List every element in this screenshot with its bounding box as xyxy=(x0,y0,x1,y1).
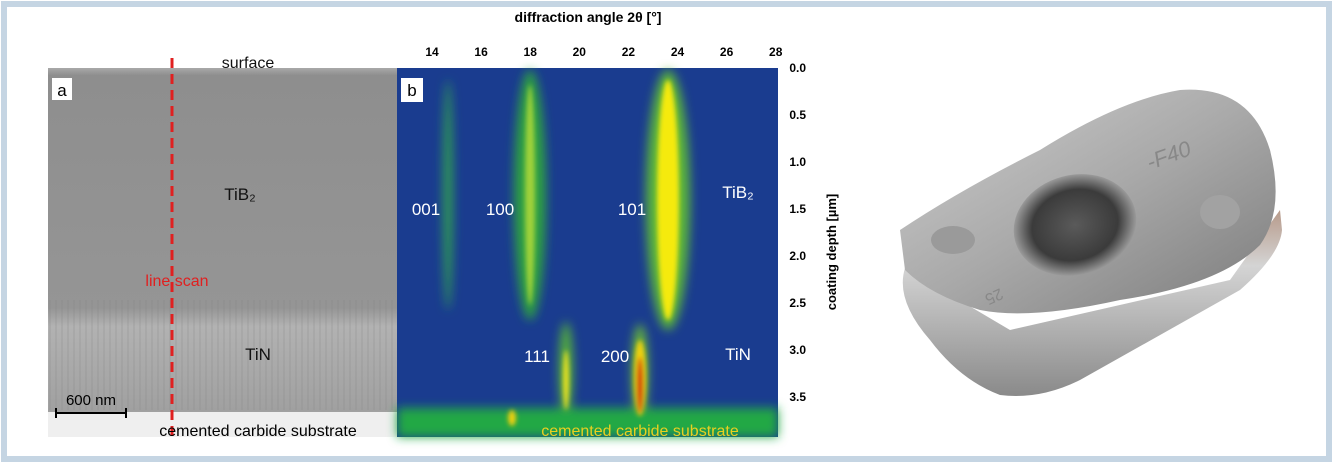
panel-b: b diffraction angle 2θ [°] coating depth… xyxy=(397,9,839,440)
insert-photo: -F40 25 xyxy=(900,89,1282,396)
scale-bar-label: 600 nm xyxy=(66,392,116,409)
x-tick-label: 20 xyxy=(573,45,587,59)
x-tick-label: 22 xyxy=(622,45,636,59)
label-box xyxy=(52,78,72,100)
peak-label: 111 xyxy=(524,347,550,366)
y-axis-title: coating depth [µm] xyxy=(824,194,839,311)
peak-label: 100 xyxy=(486,200,514,219)
x-tick-label: 26 xyxy=(720,45,734,59)
y-tick-label: 0.0 xyxy=(789,61,806,75)
panel-label: b xyxy=(407,81,416,100)
x-tick-label: 24 xyxy=(671,45,685,59)
line-scan-label: line scan xyxy=(145,273,208,290)
y-tick-label: 1.5 xyxy=(789,202,806,216)
layer-label: TiB₂ xyxy=(224,185,255,204)
peak-label: 200 xyxy=(601,347,629,366)
insert-hole xyxy=(1013,174,1137,276)
substrate-label: cemented carbide substrate xyxy=(541,423,739,440)
x-axis-title: diffraction angle 2θ [°] xyxy=(515,9,662,25)
x-tick-label: 18 xyxy=(524,45,538,59)
intensity-core xyxy=(508,80,679,426)
panel-a: surface a TiB₂ line scan TiN 600 nm ceme… xyxy=(48,55,397,440)
insert-side xyxy=(902,210,1282,396)
y-tick-label: 3.0 xyxy=(789,343,806,357)
y-tick-label: 2.0 xyxy=(789,249,806,263)
y-tick-label: 0.5 xyxy=(789,108,806,122)
label-box xyxy=(401,78,423,102)
y-tick-label: 2.5 xyxy=(789,296,806,310)
x-tick-label: 16 xyxy=(474,45,488,59)
substrate-label: cemented carbide substrate xyxy=(159,423,357,440)
insert-marking: 25 xyxy=(982,284,1005,307)
sem-texture xyxy=(48,300,397,410)
y-tick-label: 1.0 xyxy=(789,155,806,169)
layer-label: TiN xyxy=(245,345,271,364)
insert-dimple xyxy=(931,226,975,254)
y-tick-label: 3.5 xyxy=(789,390,806,404)
substrate-region xyxy=(48,412,397,437)
peak-label: 001 xyxy=(412,200,440,219)
heatmap xyxy=(397,68,778,437)
x-tick-label: 28 xyxy=(769,45,783,59)
insert-dimple xyxy=(1200,195,1240,229)
layer-label: TiN xyxy=(725,345,751,364)
peak-label: 101 xyxy=(618,200,646,219)
panel-label: a xyxy=(57,81,67,100)
surface-label: surface xyxy=(222,55,275,72)
layer-label: TiB₂ xyxy=(722,183,753,202)
scale-bar xyxy=(55,408,127,418)
x-tick-label: 14 xyxy=(425,45,439,59)
